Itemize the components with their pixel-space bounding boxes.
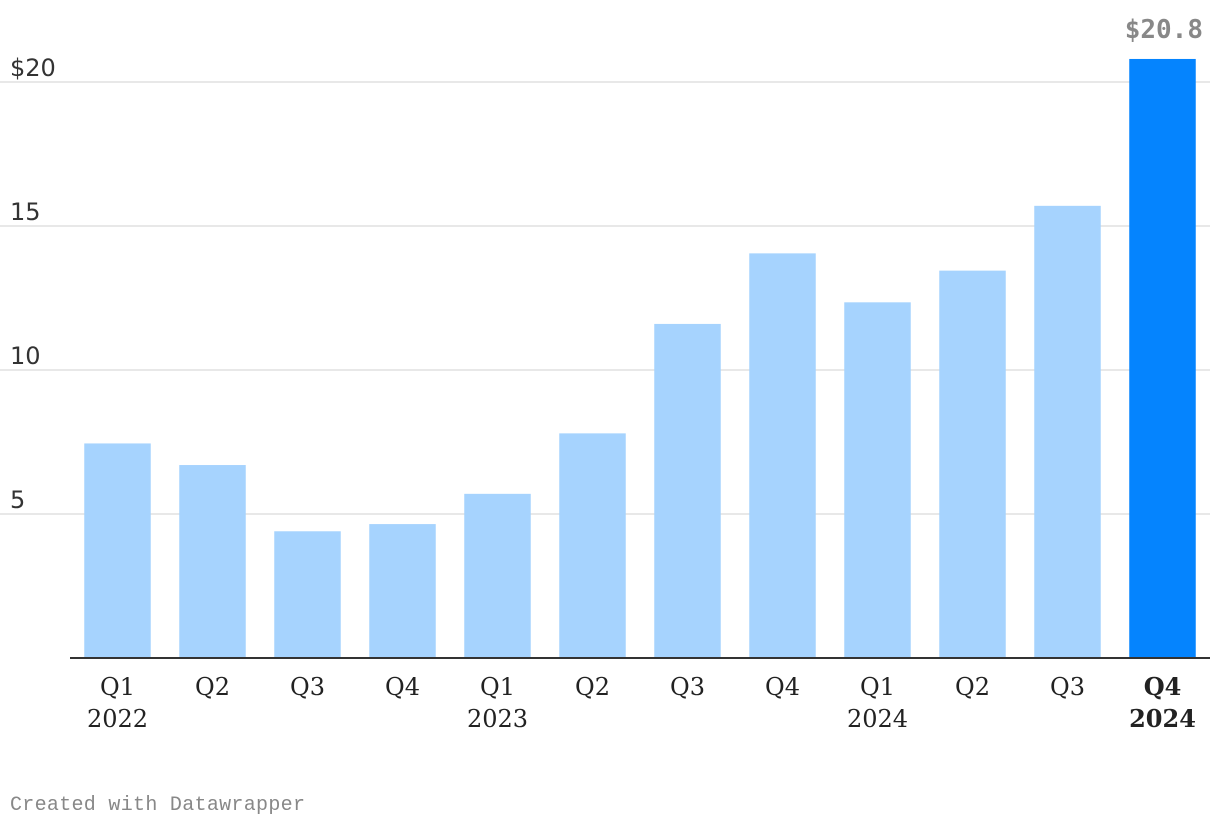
x-tick-label-quarter: Q1 [100,673,135,701]
y-tick-label: 5 [10,486,25,514]
x-tick-label-quarter: Q3 [670,673,705,701]
x-tick-label-quarter: Q2 [195,673,230,701]
bar [369,524,436,658]
x-tick-label-quarter: Q4 [765,673,800,701]
x-tick-label-quarter: Q1 [480,673,515,701]
bar [654,323,721,658]
credit-text: Created with Datawrapper [10,794,306,817]
x-tick-label-quarter: Q4 [1144,672,1182,701]
bar [179,465,246,658]
bar [1129,58,1196,658]
bar [844,302,911,658]
bar [749,253,816,659]
bar [274,531,341,658]
x-tick-label-year: 2024 [1129,704,1196,733]
x-tick-label-quarter: Q2 [575,673,610,701]
x-tick-label-quarter: Q3 [1050,673,1085,701]
bar [1034,205,1101,658]
bar [464,493,531,658]
x-tick-label-quarter: Q3 [290,673,325,701]
bar [939,270,1006,658]
x-tick-label-year: 2024 [847,705,908,733]
y-tick-label: 10 [10,342,41,370]
bar [559,433,626,658]
x-tick-label-quarter: Q4 [385,673,420,701]
x-tick-label-quarter: Q2 [955,673,990,701]
x-tick-label-year: 2023 [467,705,528,733]
y-tick-label: $20 [10,54,56,82]
value-label: $20.8 [1125,15,1203,45]
y-tick-label: 15 [10,198,41,226]
x-tick-label-quarter: Q1 [860,673,895,701]
bar-chart: 5 10 15 $20 Q1 2022 Q2 Q3 Q4 Q1 2023 Q2 Q3 Q4 Q1 2024 Q2… [0,15,1210,733]
x-tick-label-year: 2022 [87,705,148,733]
bar [84,443,151,658]
